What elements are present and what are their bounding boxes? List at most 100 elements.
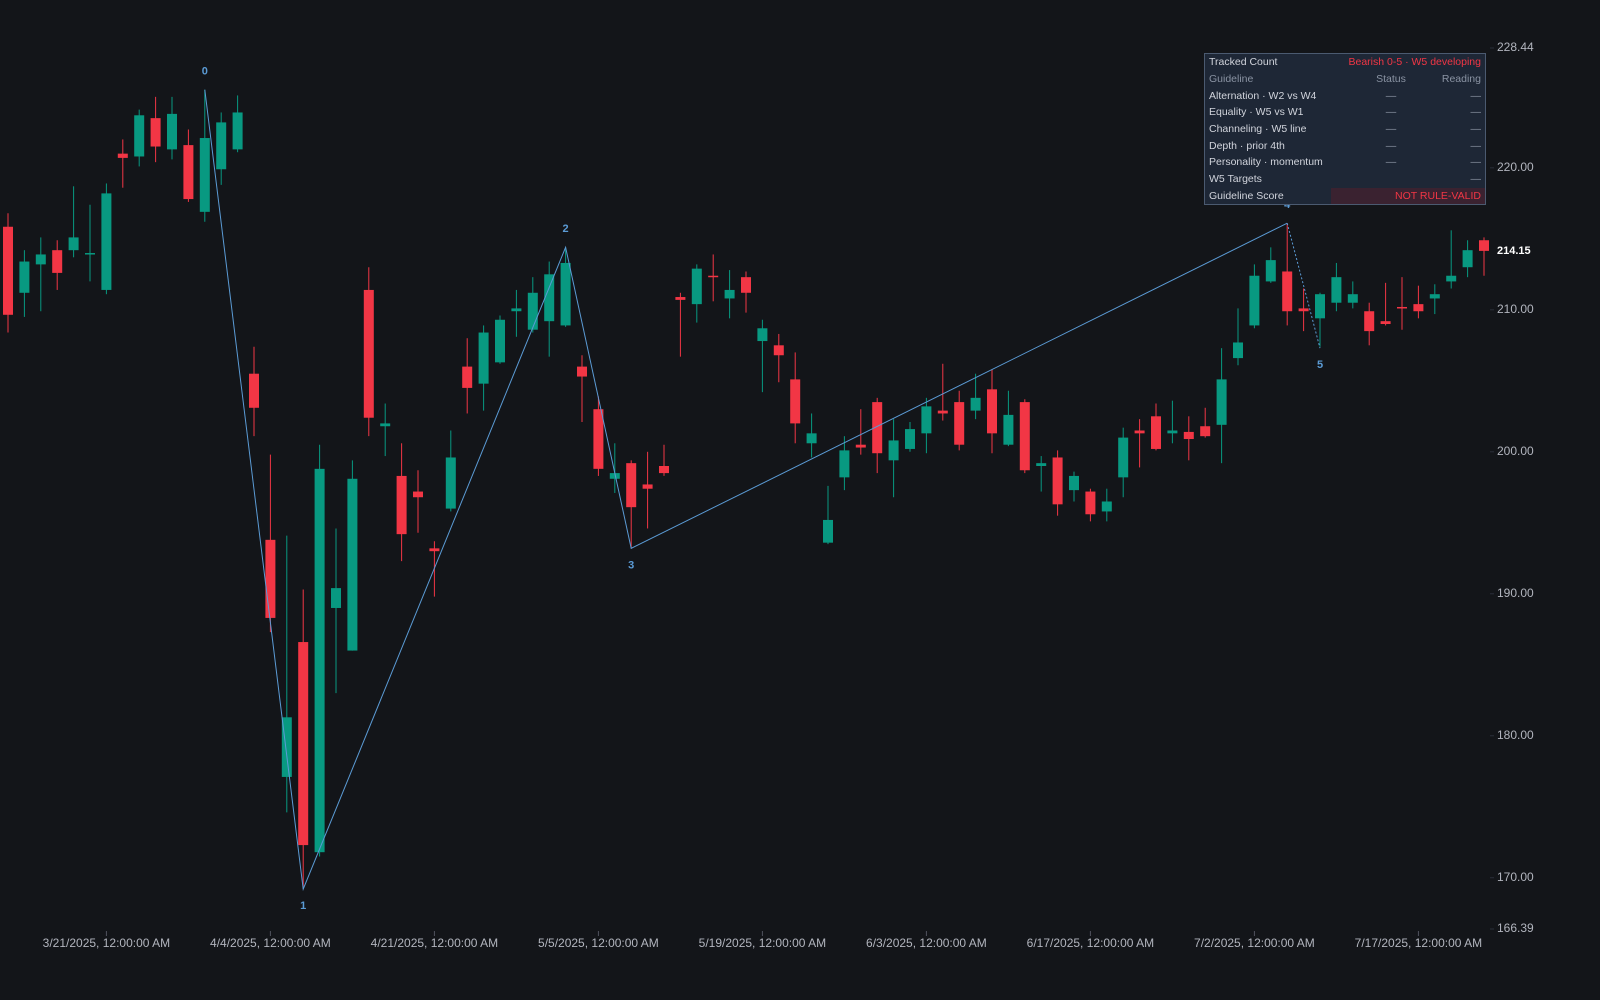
candle-body	[3, 226, 13, 315]
guideline-status: —	[1385, 106, 1397, 119]
panel-header: Tracked Count Bearish 0-5 · W5 developin…	[1205, 54, 1485, 71]
candle-body	[741, 277, 751, 293]
score-row: Guideline Score NOT RULE-VALID	[1205, 187, 1485, 205]
candle-body	[659, 465, 669, 474]
column-header: Guideline	[1209, 73, 1254, 86]
candle-body	[1134, 430, 1145, 434]
guideline-reading: —	[1470, 173, 1482, 186]
candle-body	[937, 410, 948, 414]
guideline-guideline: Personality · momentum	[1209, 156, 1323, 169]
candle-body	[1347, 294, 1358, 303]
x-tick-label: 5/19/2025, 12:00:00 AM	[699, 936, 826, 950]
candle-body	[1233, 342, 1243, 359]
y-tick-label: 190.00	[1497, 586, 1534, 600]
x-tick-label: 4/21/2025, 12:00:00 AM	[371, 936, 498, 950]
candle-body	[577, 366, 587, 377]
candle-body	[52, 250, 63, 273]
guideline-status: —	[1385, 156, 1397, 169]
candle-body	[478, 332, 489, 384]
candle-body	[68, 237, 79, 251]
candle-body	[1397, 306, 1407, 309]
score-label: Guideline Score	[1209, 189, 1284, 202]
candle-body	[1069, 475, 1079, 491]
candle-body	[429, 548, 440, 552]
candle-body	[1298, 308, 1309, 312]
candle-body	[150, 118, 161, 147]
candle-body	[314, 468, 325, 853]
candle-body	[1118, 437, 1129, 478]
y-tick-label: 180.00	[1497, 728, 1534, 742]
candle-body	[757, 328, 768, 342]
candle-body	[921, 406, 932, 434]
candle-body	[232, 112, 243, 150]
candle-body	[1429, 294, 1440, 299]
x-tick-label: 3/21/2025, 12:00:00 AM	[43, 936, 170, 950]
guideline-reading: —	[1470, 89, 1482, 102]
y-tick-label: 220.00	[1497, 160, 1534, 174]
candle-body	[1380, 321, 1391, 325]
candle-body	[626, 463, 637, 508]
candle-body	[347, 478, 358, 651]
candle-body	[855, 444, 866, 448]
candle-body	[1101, 501, 1112, 512]
candle-body	[413, 491, 423, 498]
candle-body	[1249, 275, 1260, 326]
candle-body	[1167, 430, 1178, 434]
candle-body	[593, 409, 604, 469]
candle-body	[199, 138, 210, 212]
score-value: NOT RULE-VALID	[1331, 187, 1485, 205]
wave-label: 5	[1317, 359, 1323, 371]
guideline-row: Equality · W5 vs W1 — —	[1205, 104, 1485, 121]
candle-body	[1364, 311, 1375, 332]
candle-body	[1200, 426, 1211, 437]
x-tick-label: 7/17/2025, 12:00:00 AM	[1355, 936, 1482, 950]
candle-body	[1216, 379, 1227, 425]
candle-body	[806, 433, 817, 444]
x-tick-label: 6/3/2025, 12:00:00 AM	[866, 936, 987, 950]
y-tick-label: 166.39	[1497, 921, 1534, 935]
candle-body	[790, 379, 801, 424]
column-header: Status	[1376, 73, 1406, 86]
candle-body	[183, 145, 194, 200]
guideline-row: W5 Targets —	[1205, 171, 1485, 188]
candle-body	[708, 275, 719, 278]
guideline-reading: —	[1470, 156, 1482, 169]
candle-body	[167, 113, 177, 150]
guideline-status: —	[1385, 89, 1397, 102]
candle-body	[396, 475, 407, 535]
candle-body	[363, 289, 374, 418]
candle-body	[495, 319, 505, 363]
panel-rows: Alternation · W2 vs W4— — Equality · W5 vs…	[1205, 87, 1485, 187]
candle-body	[987, 389, 997, 434]
wave-line	[204, 89, 1288, 892]
y-tick-label: 200.00	[1497, 444, 1534, 458]
guideline-reading: —	[1470, 106, 1482, 119]
guideline-status: —	[1385, 123, 1397, 136]
panel-title: Tracked Count	[1209, 56, 1278, 69]
candle-body	[117, 153, 128, 158]
candle-body	[511, 308, 522, 312]
candle-body	[331, 588, 341, 608]
candle-body	[1265, 260, 1276, 282]
guideline-row: Alternation · W2 vs W4 — —	[1205, 87, 1485, 104]
candle-body	[19, 261, 30, 293]
candle-body	[1003, 414, 1014, 445]
candle-body	[544, 274, 555, 322]
candle-body	[905, 429, 915, 449]
candle-body	[560, 262, 571, 326]
candle-body	[249, 373, 259, 408]
guideline-panel: Tracked Count Bearish 0-5 · W5 developin…	[1204, 53, 1486, 206]
candle-body	[134, 115, 145, 157]
x-tick-label: 6/17/2025, 12:00:00 AM	[1027, 936, 1154, 950]
candle-body	[1462, 250, 1473, 268]
candle-body	[888, 440, 899, 461]
guideline-guideline: Channeling · W5 line	[1209, 123, 1307, 136]
candle-body	[823, 519, 833, 543]
candle-body	[609, 473, 620, 479]
candle-body	[1036, 463, 1047, 466]
candle-body	[380, 423, 391, 427]
candle-body	[970, 397, 981, 411]
x-tick-label: 5/5/2025, 12:00:00 AM	[538, 936, 659, 950]
candle-body	[281, 717, 292, 777]
